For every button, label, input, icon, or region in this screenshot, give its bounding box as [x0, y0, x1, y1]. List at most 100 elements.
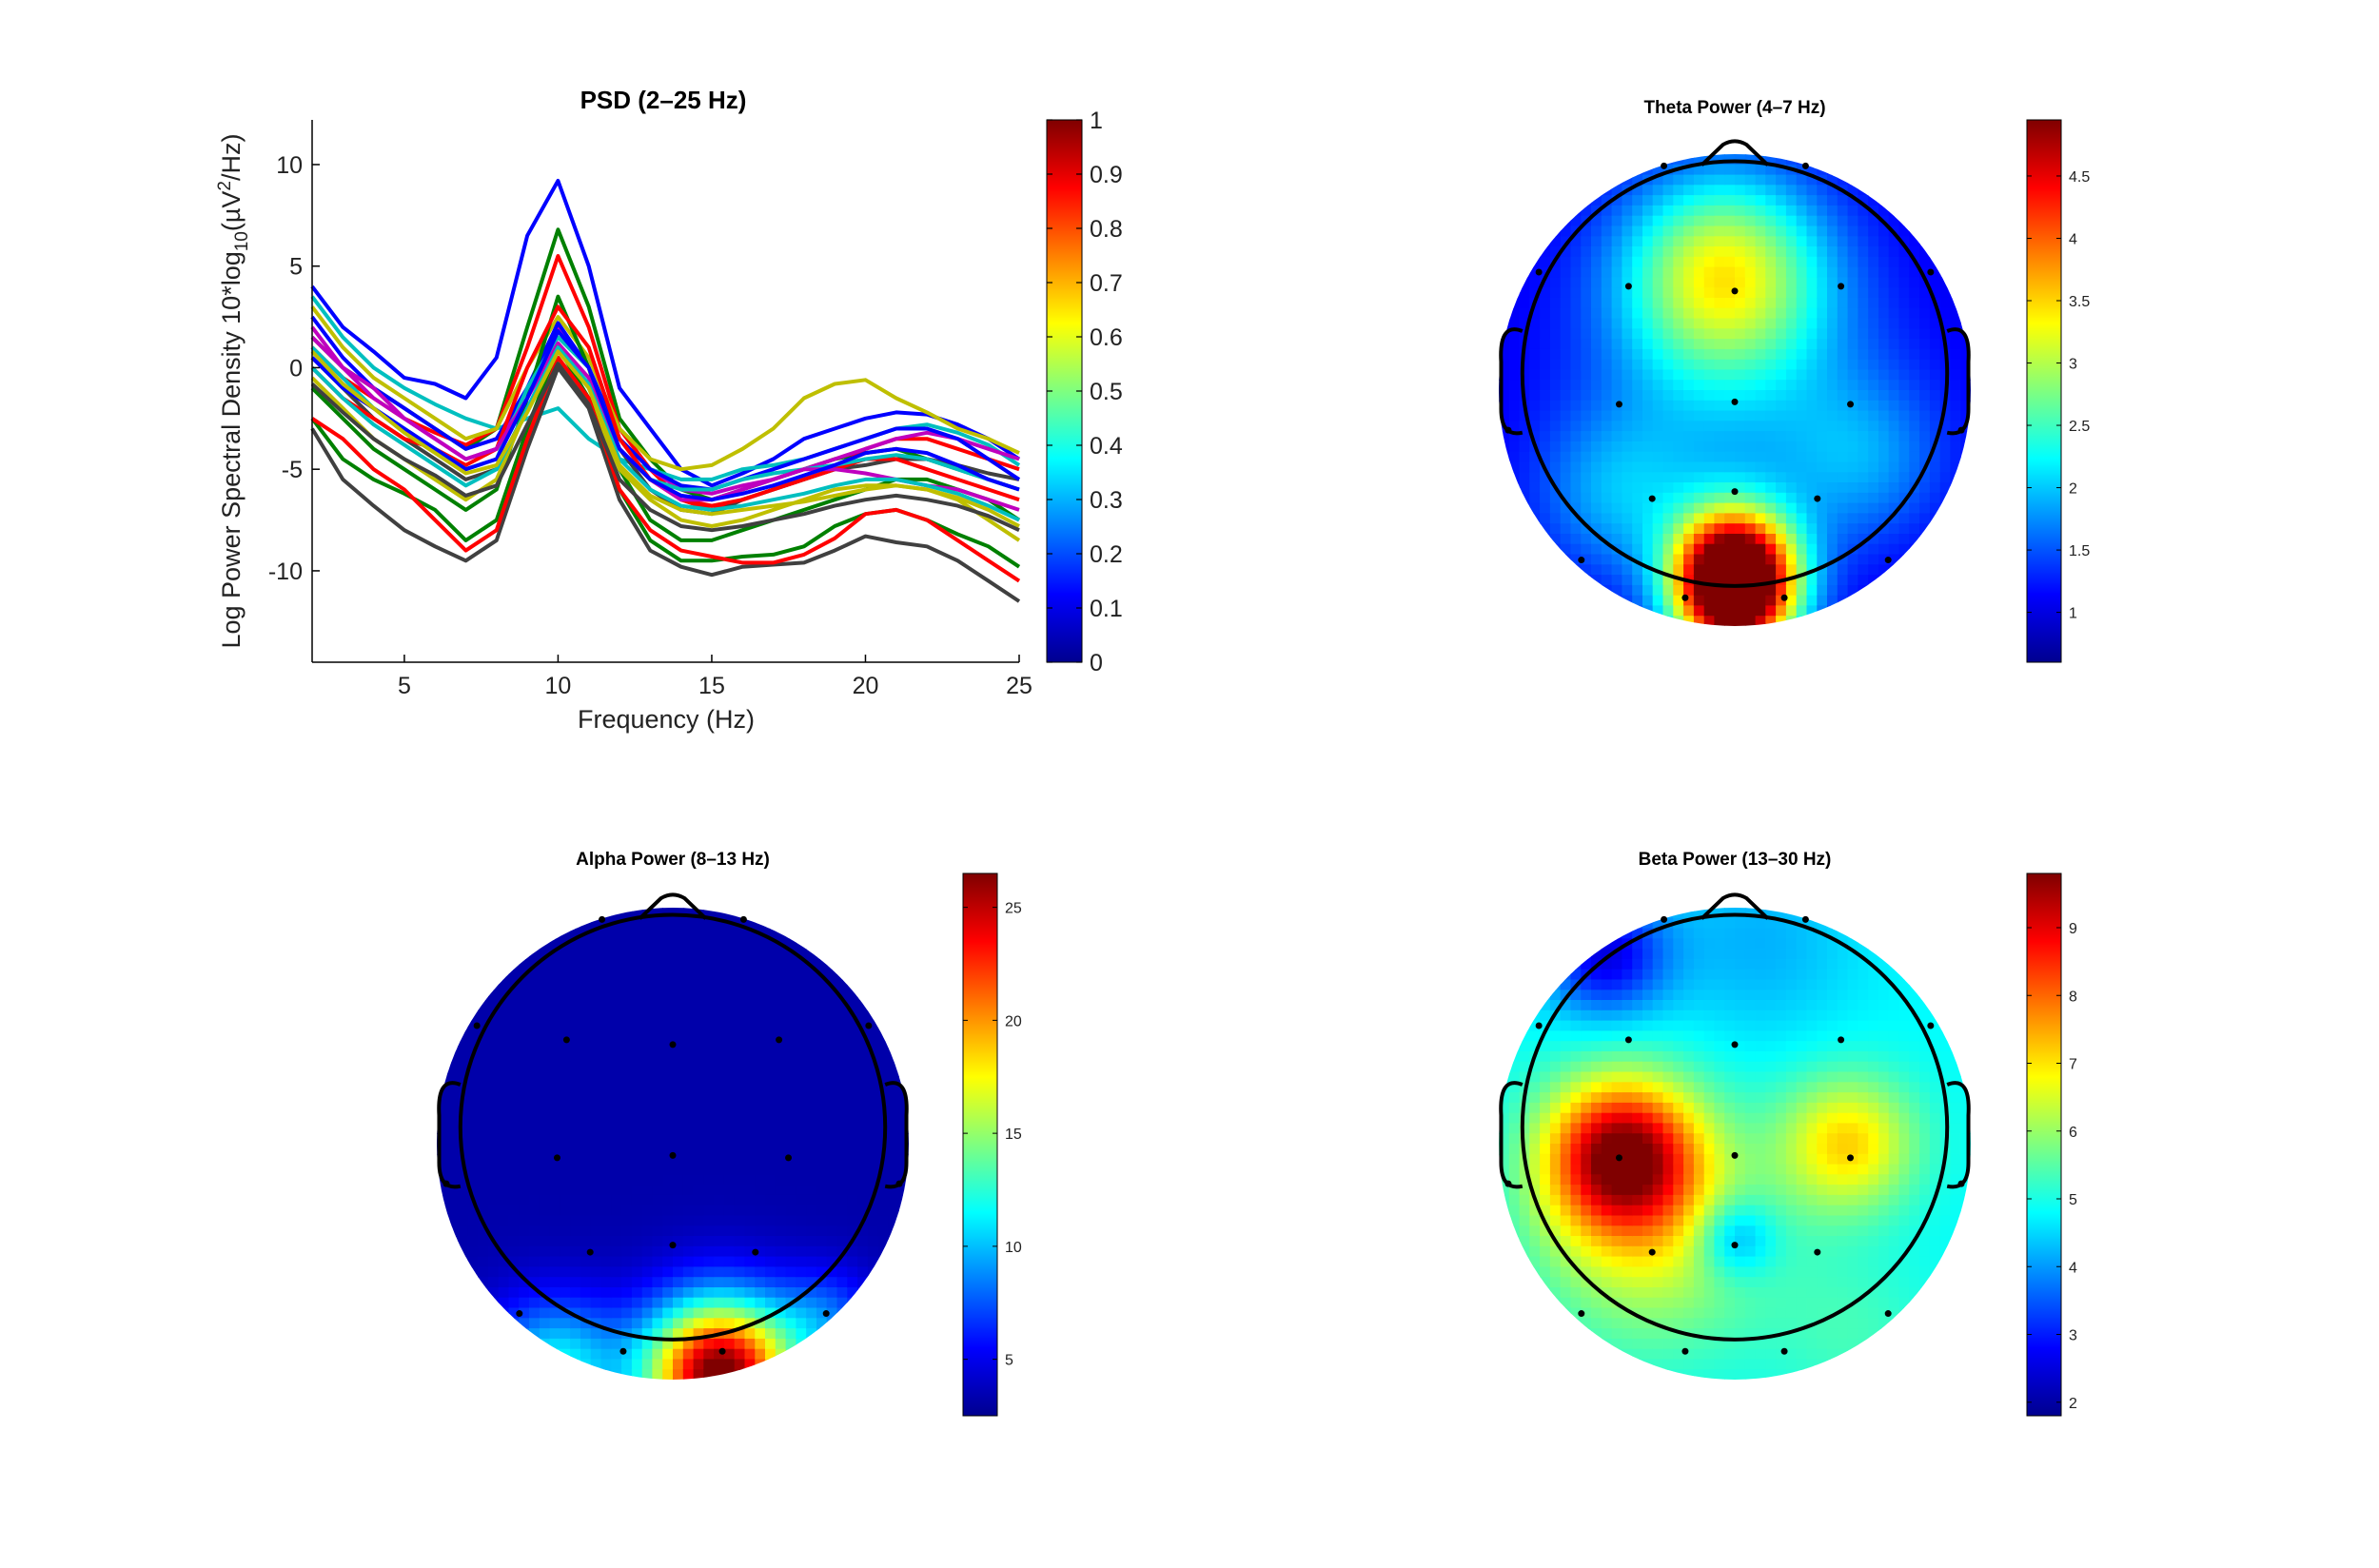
topomap-cell	[498, 1009, 510, 1022]
topomap-cell	[1652, 390, 1664, 402]
topomap-cell	[723, 969, 736, 981]
topomap-cell	[1744, 421, 1757, 432]
topomap-cell	[652, 1369, 663, 1380]
topomap-cell	[1549, 1030, 1562, 1042]
topomap-cell	[600, 958, 613, 970]
topomap-cell	[1601, 400, 1613, 412]
topomap-cell	[549, 949, 561, 960]
topomap-cell	[877, 1245, 890, 1258]
topomap-cell	[467, 1082, 479, 1093]
topomap-cell	[765, 1256, 777, 1268]
topomap-cell	[1858, 185, 1869, 196]
topomap-cell	[590, 1071, 602, 1084]
topomap-cell	[888, 1164, 899, 1176]
psd-x-tick-label: 5	[398, 673, 411, 699]
topomap-cell	[1724, 1318, 1736, 1329]
topomap-cell	[631, 1245, 643, 1258]
topomap-cell	[1960, 451, 1971, 463]
topomap-cell	[1601, 410, 1613, 422]
topomap-cell	[765, 1092, 777, 1104]
topomap-cell	[662, 1287, 674, 1299]
topomap-cell	[1601, 1112, 1613, 1125]
topomap-cell	[1683, 1348, 1695, 1361]
topomap-cell	[826, 1144, 838, 1155]
topomap-cell	[1642, 215, 1654, 227]
topomap-cell	[1868, 287, 1879, 299]
topomap-cell	[1796, 205, 1808, 217]
topomap-cell	[1673, 523, 1684, 535]
topomap-cell	[857, 1061, 869, 1073]
topomap-cell	[1693, 605, 1705, 617]
topomap-cell	[1652, 451, 1664, 463]
topomap-cell	[1765, 225, 1777, 238]
topomap-cell	[1858, 195, 1869, 206]
topomap-cell	[1549, 1215, 1562, 1227]
topomap-cell	[682, 1287, 695, 1299]
topomap-cell	[836, 1215, 849, 1227]
topomap-cell	[1776, 1205, 1787, 1217]
topomap-cell	[1785, 154, 1798, 166]
topomap-cell	[867, 1061, 879, 1073]
topomap-cell	[1632, 917, 1643, 930]
topomap-cell	[1919, 298, 1931, 309]
topomap-cell	[765, 1174, 777, 1186]
topomap-cell	[1662, 1123, 1675, 1134]
topomap-cell	[693, 1041, 705, 1052]
topomap-cell	[1693, 1123, 1705, 1134]
topomap-cell	[755, 958, 766, 970]
topomap-cell	[1744, 1041, 1757, 1052]
topomap-cell	[631, 1205, 643, 1217]
topomap-cell	[1909, 359, 1920, 371]
topomap-cell	[1806, 928, 1819, 940]
topomap-cell	[1652, 928, 1664, 940]
topomap-cell	[1611, 1256, 1623, 1268]
topomap-cell	[1652, 277, 1664, 288]
topomap-cell	[1642, 1061, 1654, 1073]
topomap-cell	[1785, 564, 1798, 576]
topomap-cell	[1858, 441, 1869, 453]
topomap-cell	[806, 1153, 817, 1166]
right-ear-outline	[884, 1081, 909, 1189]
topomap-cell	[467, 1041, 479, 1052]
topomap-cell	[867, 1112, 879, 1125]
topomap-cell	[1888, 400, 1900, 412]
topomap-cell	[693, 1297, 705, 1309]
topomap-cell	[1765, 174, 1777, 186]
topomap-cell	[662, 1348, 674, 1361]
topomap-cell	[847, 979, 858, 991]
topomap-cell	[785, 1205, 797, 1217]
topomap-cell	[682, 908, 695, 919]
topomap-cell	[1776, 348, 1787, 361]
topomap-cell	[1724, 369, 1736, 381]
topomap-cell	[1806, 215, 1819, 227]
topomap-cell	[1540, 990, 1551, 1001]
topomap-cell	[1703, 1092, 1716, 1104]
topomap-cell	[1868, 256, 1879, 268]
topomap-cell	[611, 1205, 622, 1217]
topomap-cell	[641, 1328, 654, 1340]
topomap-cell	[611, 1318, 622, 1329]
topomap-cell	[765, 928, 777, 940]
topomap-cell	[1549, 215, 1562, 227]
topomap-cell	[1508, 410, 1521, 422]
topomap-cell	[1570, 441, 1583, 453]
topomap-cell	[487, 1245, 500, 1258]
topomap-cell	[1776, 1144, 1787, 1155]
topomap-cell	[1499, 1112, 1510, 1125]
topomap-cell	[1735, 461, 1746, 474]
topomap-cell	[1508, 380, 1521, 391]
topomap-cell	[1693, 482, 1705, 494]
topomap-cell	[1662, 174, 1675, 186]
topomap-cell	[703, 1205, 715, 1217]
topomap-cell	[1898, 225, 1911, 238]
topomap-cell	[1817, 534, 1828, 545]
topomap-cell	[1785, 1236, 1798, 1247]
topomap-cell	[446, 1236, 459, 1247]
topomap-cell	[1642, 441, 1654, 453]
topomap-cell	[1693, 1328, 1705, 1340]
topomap-cell	[867, 1144, 879, 1155]
topomap-cell	[1755, 616, 1767, 626]
topomap-cell	[1591, 441, 1602, 453]
topomap-cell	[1673, 958, 1684, 970]
topomap-cell	[1570, 1318, 1583, 1329]
